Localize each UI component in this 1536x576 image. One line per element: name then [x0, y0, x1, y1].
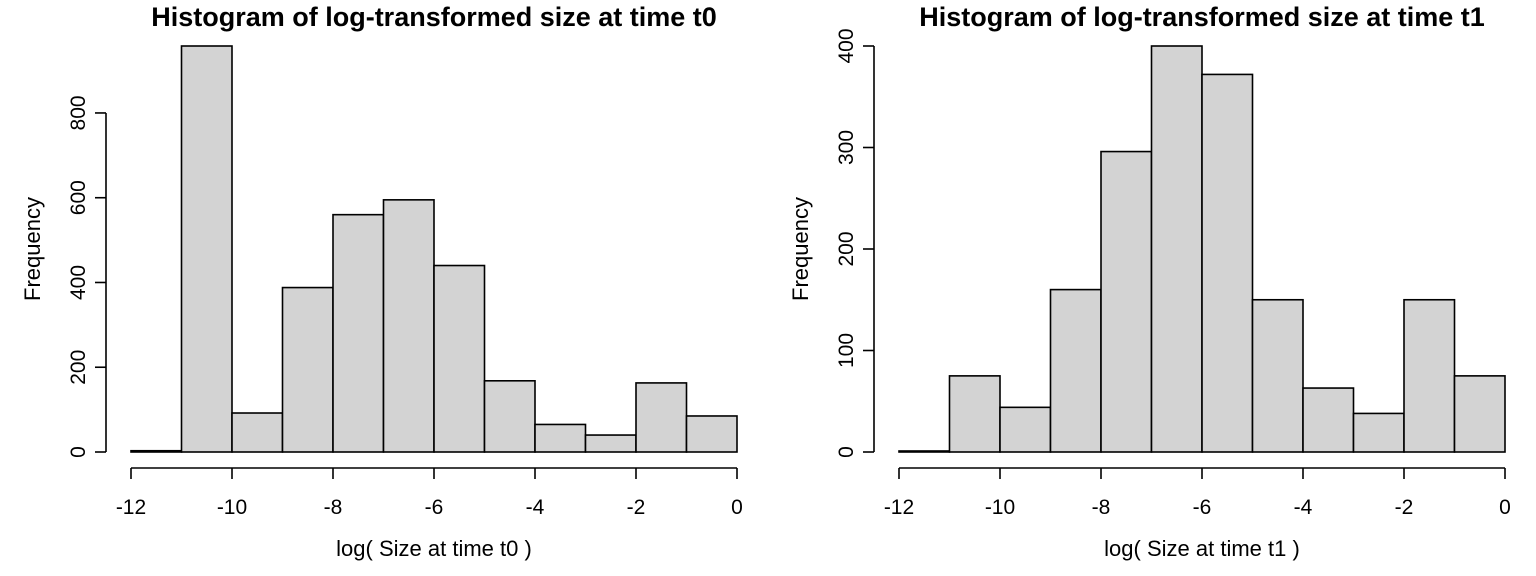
histogram-bar: [898, 450, 951, 453]
y-tick-label: 200: [835, 231, 858, 266]
y-axis-label: Frequency: [788, 197, 813, 301]
histogram-bar: [1302, 387, 1355, 453]
y-axis-label: Frequency: [20, 197, 45, 301]
histogram-bar: [483, 380, 536, 453]
y-tick-label: 300: [835, 130, 858, 165]
x-tick-label: -12: [884, 496, 914, 519]
y-tick-label: 100: [835, 333, 858, 368]
histogram-bar: [999, 406, 1052, 453]
y-tick-label: 600: [67, 180, 90, 215]
chart-title: Histogram of log-transformed size at tim…: [151, 2, 717, 32]
histogram-bar: [281, 286, 334, 453]
x-tick-label: -2: [627, 496, 646, 519]
y-tick-label: 800: [67, 95, 90, 130]
x-tick-label: -4: [1294, 496, 1313, 519]
histogram-bar: [382, 199, 435, 453]
x-tick-label: 0: [731, 496, 743, 519]
y-tick-label: 0: [67, 446, 90, 458]
histogram-bar: [332, 213, 385, 453]
histogram-bar: [584, 434, 637, 453]
histogram-bar: [1403, 298, 1456, 453]
histogram-panel-t0: Histogram of log-transformed size at tim…: [20, 2, 743, 561]
histogram-bar: [433, 264, 486, 453]
x-axis: -12 -10 -8 -6 -4 -2 0: [116, 467, 743, 519]
histogram-bar: [948, 375, 1001, 453]
histogram-bar: [1201, 73, 1254, 453]
x-tick-label: -8: [324, 496, 343, 519]
histogram-bar: [534, 423, 587, 453]
y-tick-label: 0: [835, 446, 858, 458]
chart-title: Histogram of log-transformed size at tim…: [919, 2, 1485, 32]
x-tick-label: -8: [1092, 496, 1111, 519]
histogram-bar: [180, 45, 233, 453]
x-tick-label: -10: [985, 496, 1015, 519]
y-tick-label: 400: [835, 28, 858, 63]
histogram-bar: [1453, 375, 1506, 453]
histogram-bar: [1251, 298, 1304, 453]
x-tick-label: 0: [1499, 496, 1511, 519]
histogram-bar: [635, 382, 688, 453]
histogram-bar: [1150, 45, 1203, 453]
histogram-bar: [1049, 288, 1102, 453]
x-tick-label: -6: [425, 496, 444, 519]
x-axis-label: log( Size at time t1 ): [1104, 536, 1300, 561]
x-tick-label: -2: [1395, 496, 1414, 519]
bars: [898, 45, 1506, 453]
x-tick-label: -12: [116, 496, 146, 519]
histogram-bar: [130, 449, 183, 453]
y-axis: 0 100 200 300 400: [835, 28, 875, 458]
x-tick-label: -4: [526, 496, 545, 519]
y-axis: 0 200 400 600 800: [67, 95, 107, 458]
histogram-panel-t1: Histogram of log-transformed size at tim…: [788, 2, 1511, 561]
x-tick-label: -6: [1193, 496, 1212, 519]
y-tick-label: 400: [67, 265, 90, 300]
histogram-bar: [231, 412, 284, 453]
histogram-bar: [685, 415, 738, 453]
x-axis-label: log( Size at time t0 ): [336, 536, 532, 561]
bars: [130, 45, 738, 453]
x-axis: -12 -10 -8 -6 -4 -2 0: [884, 467, 1511, 519]
x-tick-label: -10: [217, 496, 247, 519]
histogram-bar: [1100, 150, 1153, 453]
y-tick-label: 200: [67, 350, 90, 385]
histogram-bar: [1352, 412, 1405, 453]
